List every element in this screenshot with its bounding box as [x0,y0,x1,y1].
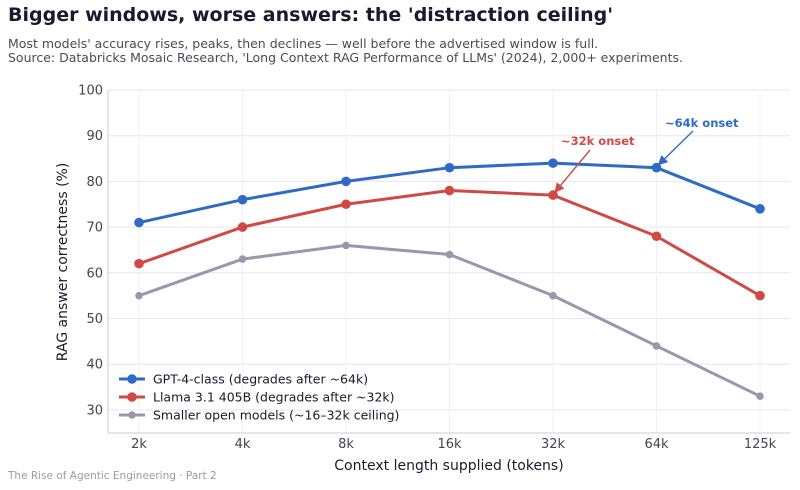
y-tick-label: 70 [86,221,103,236]
x-tick-label: 16k [437,437,462,452]
footer-credit: The Rise of Agentic Engineering · Part 2 [8,470,217,482]
data-point [237,222,248,232]
data-point [444,185,455,196]
legend-swatch-marker [128,411,136,419]
data-point [756,392,764,400]
y-tick-label: 30 [86,403,103,418]
series [134,158,765,400]
x-tick-label: 125k [744,437,777,452]
y-tick-label: 80 [86,175,103,190]
data-point [237,194,248,205]
legend-swatch-marker [127,374,137,384]
x-tick-label: 64k [644,437,669,452]
series-1 [134,158,765,228]
legend-item: Llama 3.1 405B (degrades after ~32k) [119,390,395,405]
y-tick-label: 40 [86,358,103,373]
y-axis-label: RAG answer correctness (%) [55,163,71,362]
legend-swatch-marker [127,392,137,402]
legend-item: Smaller open models (~16–32k ceiling) [119,408,399,423]
legend-label: Smaller open models (~16–32k ceiling) [153,408,399,423]
legend-item: GPT-4-class (degrades after ~64k) [119,372,368,387]
annotation-label: ~32k onset [561,134,635,148]
x-tick-label: 32k [541,437,566,452]
data-point [134,258,144,269]
data-point [238,255,247,263]
tick-labels: 30 40 50 60 70 80 90 100 2k 4k 8k 16k 32k 64k 125k [78,84,776,453]
data-point [652,342,661,350]
subtitle-line-1: Most models' accuracy rises, peaks, then… [8,36,599,51]
x-tick-label: 2k [131,437,147,452]
legend-label: GPT-4-class (degrades after ~64k) [153,372,368,387]
data-point [651,231,662,242]
data-point [445,250,454,259]
y-tick-label: 100 [78,84,103,99]
annotation-label: ~64k onset [665,116,739,130]
data-point [548,190,558,200]
data-point [341,199,351,210]
data-point [548,158,558,168]
x-tick-label: 8k [338,437,354,452]
chart-subtitle: Most models' accuracy rises, peaks, then… [8,37,683,65]
data-point [444,162,455,173]
y-tick-label: 90 [86,129,103,144]
data-point [134,217,144,228]
series-3 [135,241,764,400]
legend: GPT-4-class (degrades after ~64k) Llama 3… [119,372,399,423]
axes [107,90,790,434]
data-point [342,241,350,250]
annotation-arrow [554,149,591,193]
data-point [755,290,765,301]
data-point [341,176,351,187]
x-tick-label: 4k [235,437,251,452]
chart-title: Bigger windows, worse answers: the 'dist… [8,4,614,26]
annotation-arrow [657,130,694,166]
x-axis-label: Context length supplied (tokens) [334,458,563,474]
y-tick-label: 60 [86,266,103,281]
legend-label: Llama 3.1 405B (degrades after ~32k) [153,390,395,405]
subtitle-line-2: Source: Databricks Mosaic Research, 'Lon… [8,50,683,65]
data-point [549,291,557,300]
annotations: ~64k onset ~32k onset [554,116,739,193]
data-point [135,291,143,300]
data-point [755,204,765,214]
y-tick-label: 50 [86,312,103,327]
